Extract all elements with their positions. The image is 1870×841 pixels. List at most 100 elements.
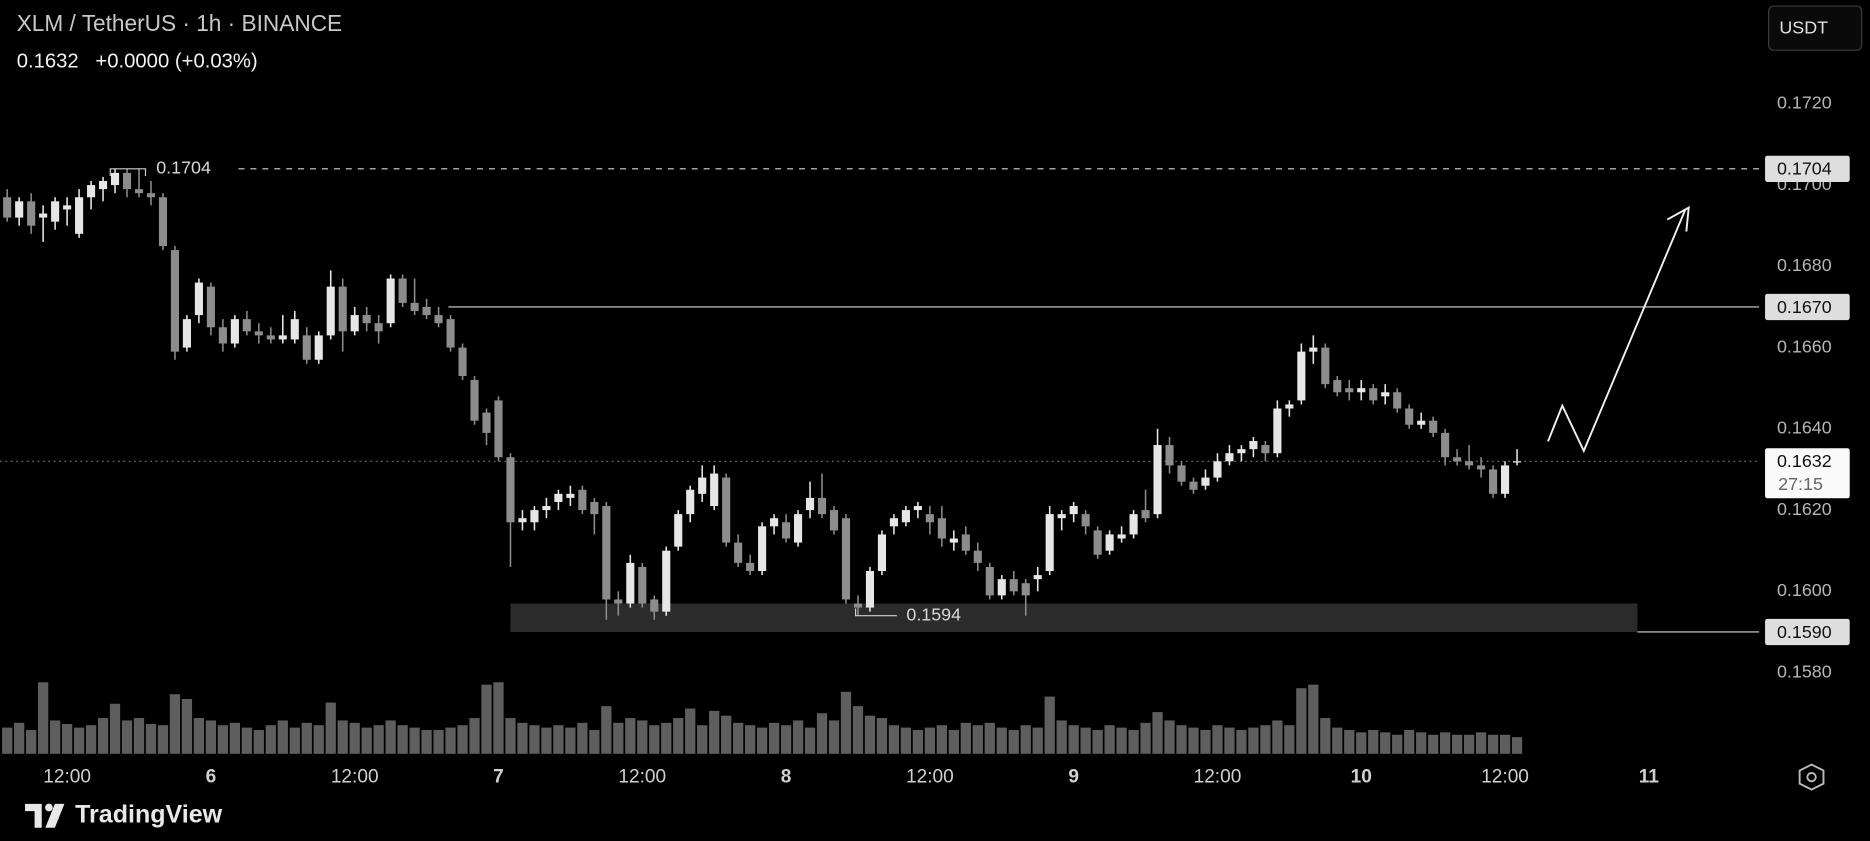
volume-bar [1116, 727, 1127, 754]
volume-bar [361, 727, 372, 754]
candle-body [758, 526, 767, 572]
candle-body [278, 335, 287, 340]
price-badge [1765, 293, 1850, 321]
volume-bar [792, 720, 804, 754]
volume-bar [2, 727, 13, 754]
y-tick-label: 0.1620 [1777, 499, 1832, 519]
candle-body [1225, 453, 1234, 462]
candle-body [1117, 534, 1126, 539]
candle-body [1165, 445, 1174, 466]
volume-bar [301, 722, 312, 754]
volume-bar [1308, 684, 1319, 754]
volume-bar [1068, 725, 1079, 754]
candle-body [626, 562, 635, 604]
volume-bar [1404, 729, 1415, 754]
candle-body [734, 542, 743, 563]
candle-body [542, 506, 551, 511]
settings-icon[interactable] [1798, 763, 1825, 791]
annotation-bracket [109, 168, 147, 176]
candle-body [841, 518, 851, 600]
volume-bar [253, 729, 264, 754]
x-tick-label: 6 [206, 767, 217, 788]
candle-body [937, 518, 946, 539]
x-tick-label: 10 [1351, 767, 1372, 788]
volume-bar [313, 725, 324, 754]
candle-body [554, 493, 563, 502]
volume-bar [1020, 725, 1031, 754]
candle-body [1500, 465, 1510, 494]
volume-bar [541, 727, 552, 754]
candle-body [530, 510, 539, 523]
candle-body [470, 380, 479, 421]
candle-body [350, 315, 359, 332]
candle-body [1129, 514, 1138, 535]
volume-bar [661, 722, 672, 754]
settings-dot[interactable] [1806, 771, 1817, 783]
candle-body [1045, 514, 1054, 572]
candle-body [877, 534, 886, 572]
volume-bar [421, 729, 432, 754]
candle-body [794, 514, 803, 543]
volume-bar [816, 713, 828, 754]
volume-bar [517, 722, 528, 754]
logo-mark [25, 803, 42, 828]
price-badge-label: 0.1670 [1777, 297, 1832, 317]
volume-bar [1296, 688, 1307, 754]
x-tick-label: 12:00 [1481, 767, 1529, 788]
price-badge [1765, 448, 1850, 499]
x-tick-label: 12:00 [1194, 767, 1242, 788]
candle-body [853, 603, 863, 608]
y-tick-label: 0.1680 [1777, 255, 1832, 275]
volume-bar [205, 720, 217, 754]
currency-button[interactable] [1768, 5, 1863, 51]
volume-bar [121, 720, 133, 754]
volume-bar [505, 718, 516, 754]
volume-bar [1499, 734, 1511, 754]
candle-body [458, 347, 467, 377]
volume-bar [1188, 727, 1199, 754]
candle-body [374, 323, 383, 332]
candle-body [494, 400, 503, 458]
candle-body [63, 205, 72, 210]
arrow-head [1666, 205, 1690, 232]
volume-bar [385, 720, 396, 754]
candle-body [242, 319, 251, 332]
candle-body [1021, 583, 1030, 596]
volume-bar [1463, 734, 1475, 754]
candle-body [1201, 477, 1210, 486]
volume-bar [445, 727, 456, 754]
candle-body [638, 566, 647, 604]
volume-bar [828, 720, 840, 754]
candle-body [973, 550, 982, 563]
volume-bar [349, 722, 360, 754]
currency-label[interactable]: USDT [1779, 17, 1828, 37]
volume-bar [1104, 725, 1115, 754]
volume-bar [433, 729, 444, 754]
volume-bar [936, 725, 947, 754]
candle-body [75, 197, 84, 234]
candle-body [1489, 469, 1498, 494]
volume-bar [1332, 727, 1343, 754]
candle-body [338, 286, 347, 332]
candle-body [710, 473, 719, 507]
candle-body [1297, 351, 1306, 401]
volume-bar [984, 722, 995, 754]
candle-body [398, 278, 407, 303]
candle-body [1369, 388, 1378, 401]
settings-hex[interactable] [1798, 763, 1825, 791]
x-tick-label: 12:00 [906, 767, 954, 788]
volume-bar [1044, 696, 1055, 754]
candle-body [1393, 392, 1402, 409]
volume-bar [325, 702, 336, 754]
candle-body [182, 319, 191, 348]
volume-bar [38, 682, 49, 754]
x-tick-label: 12:00 [43, 767, 91, 788]
volume-bar [1212, 725, 1223, 754]
volume-bar [1428, 734, 1439, 754]
candle-body [1093, 530, 1102, 555]
candle-body [1237, 449, 1246, 454]
volume-bar [169, 694, 181, 754]
candle-body [266, 335, 275, 340]
volume-bar [577, 722, 588, 754]
price-badge-label: 0.1632 [1777, 451, 1832, 471]
